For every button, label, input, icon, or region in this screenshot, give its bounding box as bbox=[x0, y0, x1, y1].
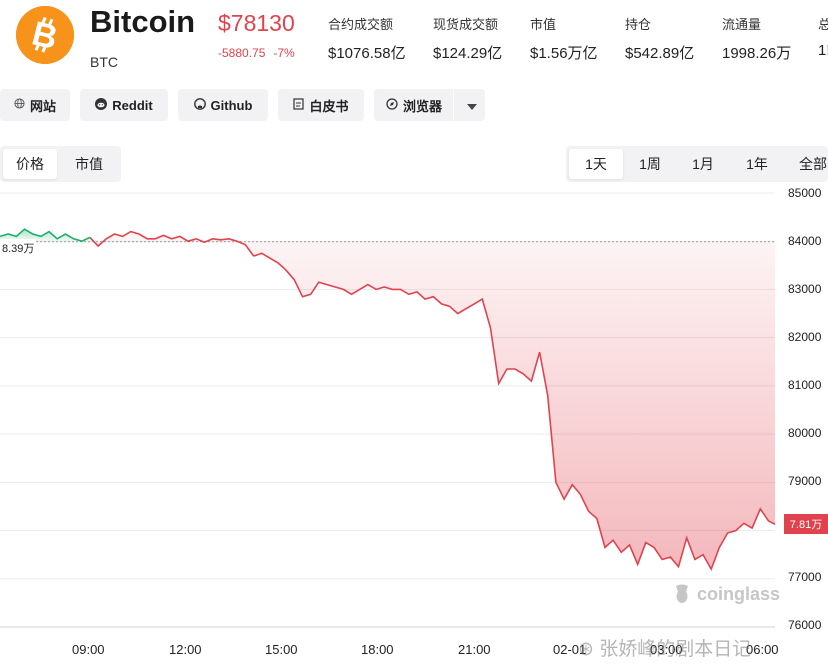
tab-range-all[interactable]: 全部 bbox=[799, 156, 827, 172]
y-tick-label: 85000 bbox=[788, 186, 822, 200]
stat-value-market-cap: $1.56万亿 bbox=[530, 45, 598, 62]
reddit-button-label: Reddit bbox=[112, 97, 153, 113]
website-button[interactable]: 网站 bbox=[0, 89, 70, 121]
tab-range-1y[interactable]: 1年 bbox=[746, 156, 768, 172]
last-price-badge: 7.81万 bbox=[784, 514, 828, 534]
y-tick-label: 77000 bbox=[788, 570, 822, 584]
reddit-button[interactable]: Reddit bbox=[80, 89, 168, 121]
tab-range-1m[interactable]: 1月 bbox=[692, 156, 714, 172]
price-line-down bbox=[89, 230, 776, 571]
baseline-price-badge: 8.39万 bbox=[0, 239, 37, 257]
coin-symbol: BTC bbox=[90, 54, 118, 70]
price-change: -5880.75 -7% bbox=[218, 46, 303, 60]
compass-icon bbox=[386, 97, 398, 113]
explorer-button[interactable]: 浏览器 bbox=[374, 89, 485, 121]
coinglass-logo-icon bbox=[676, 584, 688, 603]
github-icon bbox=[193, 97, 206, 113]
y-tick-label: 82000 bbox=[788, 330, 822, 344]
stat-value-total: 1! bbox=[818, 42, 828, 59]
x-tick-label: 12:00 bbox=[169, 642, 202, 657]
y-tick-label: 83000 bbox=[788, 282, 822, 296]
stat-label-total: 总 bbox=[818, 17, 828, 32]
website-button-label: 网站 bbox=[29, 98, 56, 114]
price-change-abs: -5880.75 bbox=[218, 46, 266, 60]
github-button[interactable]: Github bbox=[178, 89, 268, 121]
stat-value-spot-volume: $124.29亿 bbox=[433, 45, 503, 62]
chevron-down-icon[interactable] bbox=[467, 98, 478, 113]
y-tick-label: 76000 bbox=[788, 618, 822, 632]
stat-label-contract-volume: 合约成交额 bbox=[328, 17, 394, 32]
y-tick-label: 79000 bbox=[788, 474, 822, 488]
bitcoin-logo: B bbox=[16, 6, 74, 64]
below-baseline-area bbox=[89, 231, 775, 570]
stat-value-open-interest: $542.89亿 bbox=[625, 45, 695, 62]
github-button-label: Github bbox=[210, 97, 253, 113]
y-tick-label: 81000 bbox=[788, 378, 822, 392]
stat-label-spot-volume: 现货成交额 bbox=[433, 17, 499, 32]
x-tick-label: 06:00 bbox=[746, 642, 779, 657]
x-tick-label: 21:00 bbox=[458, 642, 491, 657]
explorer-divider bbox=[453, 89, 455, 121]
coinglass-watermark: coinglass bbox=[672, 583, 780, 605]
explorer-button-label: 浏览器 bbox=[403, 98, 443, 114]
x-tick-label: 09:00 bbox=[72, 642, 105, 657]
tab-price[interactable]: 价格 bbox=[3, 149, 57, 179]
y-tick-label: 84000 bbox=[788, 234, 822, 248]
current-price: $78130 bbox=[218, 10, 295, 36]
stat-value-contract-volume: $1076.58亿 bbox=[328, 45, 406, 62]
price-change-pct: -7% bbox=[273, 46, 295, 60]
whitepaper-button[interactable]: 白皮书 bbox=[278, 89, 364, 121]
social-watermark: ⊛ 张娇峰的剧本日记 bbox=[578, 639, 752, 660]
stat-label-circulating: 流通量 bbox=[722, 17, 762, 32]
coin-name: Bitcoin bbox=[90, 4, 196, 39]
y-tick-label: 80000 bbox=[788, 426, 822, 440]
tab-market-cap[interactable]: 市值 bbox=[75, 156, 103, 172]
stat-label-open-interest: 持仓 bbox=[625, 17, 652, 32]
tab-range-1d[interactable]: 1天 bbox=[569, 149, 623, 179]
price-line-up bbox=[0, 228, 91, 243]
whitepaper-button-label: 白皮书 bbox=[309, 98, 349, 114]
reddit-icon bbox=[95, 97, 108, 113]
x-tick-label: 03:00 bbox=[650, 642, 683, 657]
above-baseline-area bbox=[0, 229, 90, 242]
stat-label-market-cap: 市值 bbox=[530, 17, 557, 32]
document-icon bbox=[293, 97, 305, 113]
globe-icon bbox=[14, 98, 25, 112]
bitcoin-icon: B bbox=[16, 6, 74, 64]
x-tick-label: 02-01 bbox=[553, 642, 587, 657]
tab-range-1w[interactable]: 1周 bbox=[639, 156, 661, 172]
x-tick-label: 18:00 bbox=[361, 642, 394, 657]
x-tick-label: 15:00 bbox=[265, 642, 298, 657]
stat-value-circulating: 1998.26万 bbox=[722, 45, 792, 62]
